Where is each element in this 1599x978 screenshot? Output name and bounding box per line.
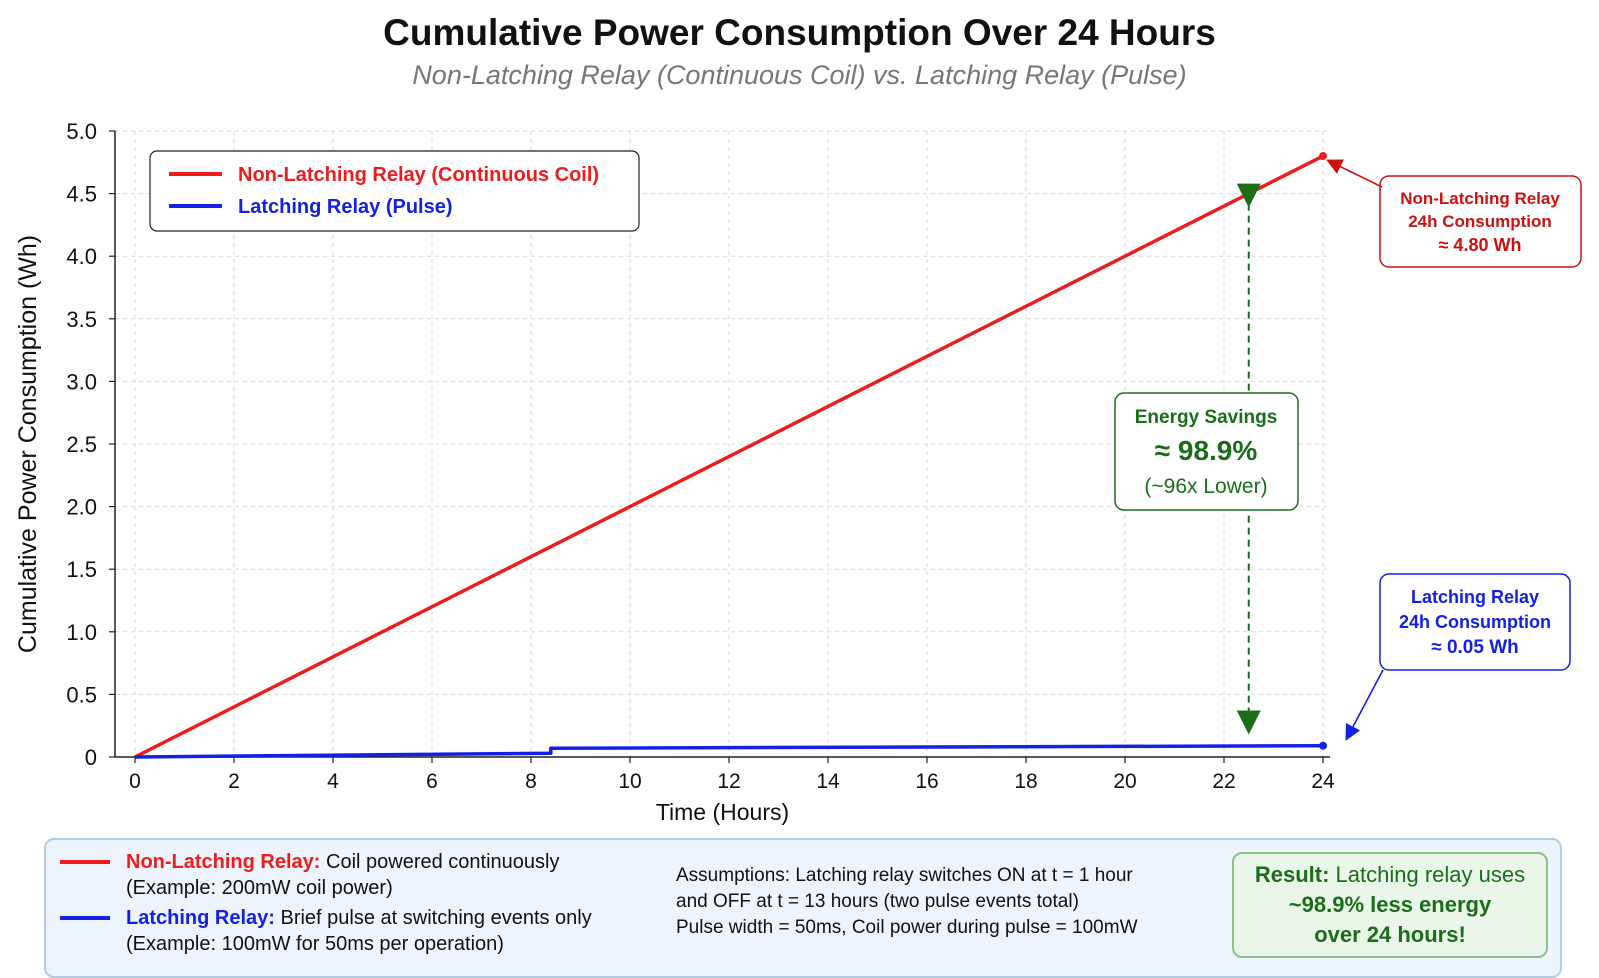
x-tick-label: 18 — [1014, 770, 1037, 793]
x-tick-label: 0 — [129, 770, 141, 793]
nonlatching-callout-value: ≈ 4.80 Wh — [1439, 235, 1522, 255]
series — [134, 152, 1327, 759]
nonlatching-callout — [1379, 175, 1582, 268]
latching-line — [134, 743, 1324, 759]
axes: 0 2 4 6 8 10 12 14 16 18 20 22 2400.51.01.52.02.53.0… — [14, 119, 1335, 825]
footer-nonlatch-desc: Coil powered continuously — [320, 851, 560, 873]
x-tick-label: 10 — [618, 770, 641, 793]
footer-latch-example: (Example: 100mW for 50ms per operation) — [126, 933, 504, 955]
x-tick-label: 6 — [426, 770, 438, 793]
assumption-line: Assumptions: Latching relay switches ON … — [676, 865, 1133, 886]
latching-callout-line: Latching Relay — [1411, 587, 1539, 607]
x-tick-label: 8 — [525, 770, 537, 793]
latching-callout-arrow — [1345, 669, 1384, 741]
result-line3: over 24 hours! — [1314, 922, 1466, 947]
latching-end-point — [1319, 741, 1327, 750]
y-tick-label: 3.5 — [66, 307, 97, 332]
footer-latch-label: Latching Relay: — [126, 907, 275, 929]
chart-title: Cumulative Power Consumption Over 24 Hou… — [383, 12, 1216, 53]
latching-callout-line: 24h Consumption — [1399, 612, 1551, 632]
savings-title: Energy Savings — [1135, 407, 1278, 428]
chart: 0 2 4 6 8 10 12 14 16 18 20 22 2400.51.01.52.02.53.0… — [14, 119, 1582, 825]
y-tick-label: 5.0 — [66, 119, 97, 144]
x-tick-label: 16 — [915, 770, 938, 793]
y-tick-label: 1.0 — [66, 620, 97, 645]
x-axis-label: Time (Hours) — [656, 799, 789, 825]
nonlatching-callout-arrow — [1326, 159, 1383, 188]
annotations: Energy Savings ≈ 98.9% (~96x Lower) Non-Lat… — [1114, 159, 1582, 741]
chart-subtitle: Non-Latching Relay (Continuous Coil) vs.… — [412, 60, 1187, 90]
legend: Non-Latching Relay (Continuous Coil) Latc… — [149, 150, 640, 232]
y-tick-label: 4.0 — [66, 244, 97, 269]
nonlatching-callout-line: 24h Consumption — [1408, 212, 1552, 231]
x-tick-label: 22 — [1212, 770, 1235, 793]
x-tick-label: 20 — [1113, 770, 1136, 793]
savings-percent: ≈ 98.9% — [1155, 435, 1258, 466]
result-label: Result: — [1254, 862, 1330, 887]
x-tick-label: 2 — [228, 770, 240, 793]
legend-box — [149, 150, 640, 232]
result-line2: ~98.9% less energy — [1288, 892, 1492, 917]
footer-latch-desc: Brief pulse at switching events only — [274, 907, 592, 929]
y-tick-label: 0.5 — [66, 682, 97, 707]
x-tick-label: 24 — [1311, 770, 1335, 793]
y-tick-label: 2.5 — [66, 432, 97, 457]
result-box: Result: Latching relay uses ~98.9% less … — [1232, 852, 1548, 958]
legend-label: Non-Latching Relay (Continuous Coil) — [238, 164, 599, 186]
assumptions: Assumptions: Latching relay switches ON … — [676, 863, 1138, 941]
savings-box — [1114, 392, 1299, 511]
footer-latch-text: Latching Relay: Brief pulse at switching… — [126, 905, 592, 931]
y-tick-label: 4.5 — [66, 182, 97, 207]
nonlatching-callout-line: Non-Latching Relay — [1400, 189, 1560, 208]
result-text: Latching relay uses — [1329, 862, 1526, 887]
nonlatching-end-point — [1319, 152, 1327, 161]
footer-blue-line — [60, 916, 110, 920]
footer-nonlatch-text: Non-Latching Relay: Coil powered continu… — [126, 849, 559, 875]
legend-label: Latching Relay (Pulse) — [238, 196, 453, 218]
assumption-line: and OFF at t = 13 hours (two pulse event… — [676, 891, 1079, 912]
footer-red-line — [60, 860, 110, 864]
latching-callout — [1379, 573, 1571, 671]
assumption-line: Pulse width = 50ms, Coil power during pu… — [676, 917, 1138, 938]
savings-ratio: (~96x Lower) — [1144, 475, 1267, 498]
latching-callout-value: ≈ 0.05 Wh — [1431, 637, 1519, 658]
y-tick-label: 3.0 — [66, 369, 97, 394]
nonlatching-line — [134, 154, 1324, 759]
y-tick-label: 0 — [85, 745, 97, 770]
x-tick-label: 14 — [816, 770, 840, 793]
footer-nonlatch-label: Non-Latching Relay: — [126, 851, 321, 873]
x-tick-label: 12 — [717, 770, 740, 793]
x-tick-label: 4 — [327, 770, 339, 793]
footer-nonlatch-example: (Example: 200mW coil power) — [126, 877, 393, 899]
y-tick-label: 1.5 — [66, 557, 97, 582]
y-tick-label: 2.0 — [66, 495, 97, 520]
y-axis-label: Cumulative Power Consumption (Wh) — [14, 235, 42, 653]
